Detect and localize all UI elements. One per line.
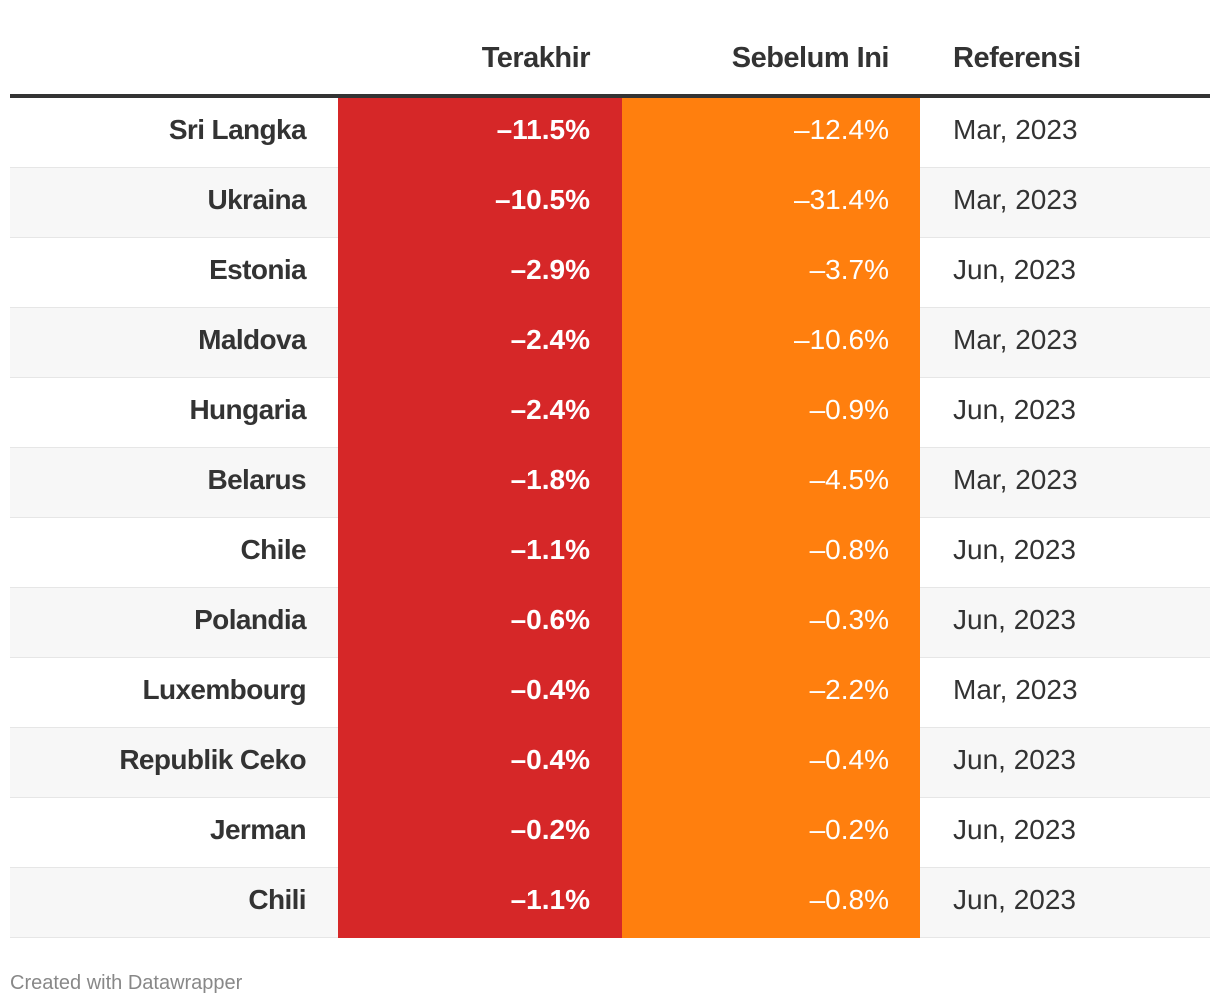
cell-referensi: Jun, 2023 xyxy=(953,814,1076,845)
cell-terakhir: –0.4% xyxy=(338,658,622,728)
cell-referensi: Mar, 2023 xyxy=(953,324,1078,355)
table-row: Chili –1.1% –0.8% Jun, 2023 xyxy=(10,868,1210,938)
table-row: Chile –1.1% –0.8% Jun, 2023 xyxy=(10,518,1210,588)
cell-referensi: Mar, 2023 xyxy=(953,184,1078,215)
cell-terakhir: –0.2% xyxy=(338,798,622,868)
table-body: Sri Langka –11.5% –12.4% Mar, 2023 Ukraina –1… xyxy=(10,98,1210,938)
table-row: Polandia –0.6% –0.3% Jun, 2023 xyxy=(10,588,1210,658)
row-country-label: Sri Langka xyxy=(168,114,307,145)
cell-sebelum-ini: –0.4% xyxy=(622,728,920,798)
cell-referensi: Jun, 2023 xyxy=(953,604,1076,635)
cell-terakhir: –1.1% xyxy=(338,518,622,588)
table-row: Maldova –2.4% –10.6% Mar, 2023 xyxy=(10,308,1210,378)
row-country-label: Belarus xyxy=(207,464,306,495)
data-table: Terakhir Sebelum Ini Referensi Sri Langk… xyxy=(10,0,1210,938)
table-row: Luxembourg –0.4% –2.2% Mar, 2023 xyxy=(10,658,1210,728)
cell-terakhir: –0.6% xyxy=(338,588,622,658)
row-country-label: Republik Ceko xyxy=(119,744,306,775)
cell-sebelum-ini: –10.6% xyxy=(622,308,920,378)
cell-sebelum-ini: –3.7% xyxy=(622,238,920,308)
row-country-label: Chile xyxy=(240,534,307,565)
row-country-label: Ukraina xyxy=(207,184,306,215)
cell-referensi: Jun, 2023 xyxy=(953,254,1076,285)
cell-terakhir: –0.4% xyxy=(338,728,622,798)
cell-referensi: Jun, 2023 xyxy=(953,884,1076,915)
row-country-label: Chili xyxy=(248,884,306,915)
row-country-label: Hungaria xyxy=(189,394,306,425)
cell-referensi: Mar, 2023 xyxy=(953,114,1078,145)
cell-referensi: Jun, 2023 xyxy=(953,534,1076,565)
cell-sebelum-ini: –31.4% xyxy=(622,168,920,238)
cell-sebelum-ini: –0.8% xyxy=(622,518,920,588)
cell-terakhir: –10.5% xyxy=(338,168,622,238)
row-country-label: Polandia xyxy=(194,604,306,635)
cell-referensi: Jun, 2023 xyxy=(953,394,1076,425)
table-row: Hungaria –2.4% –0.9% Jun, 2023 xyxy=(10,378,1210,448)
header-sebelum-ini[interactable]: Sebelum Ini xyxy=(731,42,890,74)
row-country-label: Estonia xyxy=(209,254,307,285)
table-row: Republik Ceko –0.4% –0.4% Jun, 2023 xyxy=(10,728,1210,798)
cell-referensi: Jun, 2023 xyxy=(953,744,1076,775)
table-row: Sri Langka –11.5% –12.4% Mar, 2023 xyxy=(10,98,1210,168)
table-header: Terakhir Sebelum Ini Referensi xyxy=(10,0,1210,98)
table-row: Estonia –2.9% –3.7% Jun, 2023 xyxy=(10,238,1210,308)
cell-sebelum-ini: –0.9% xyxy=(622,378,920,448)
header-referensi[interactable]: Referensi xyxy=(953,42,1081,74)
table-row: Jerman –0.2% –0.2% Jun, 2023 xyxy=(10,798,1210,868)
row-country-label: Jerman xyxy=(209,814,307,845)
cell-sebelum-ini: –0.3% xyxy=(622,588,920,658)
table-row: Ukraina –10.5% –31.4% Mar, 2023 xyxy=(10,168,1210,238)
footer-credit: Created with Datawrapper xyxy=(10,972,243,994)
cell-sebelum-ini: –4.5% xyxy=(622,448,920,518)
cell-terakhir: –1.1% xyxy=(338,868,622,938)
cell-sebelum-ini: –0.8% xyxy=(622,868,920,938)
cell-sebelum-ini: –2.2% xyxy=(622,658,920,728)
cell-terakhir: –1.8% xyxy=(338,448,622,518)
row-country-label: Maldova xyxy=(198,324,306,355)
cell-sebelum-ini: –0.2% xyxy=(622,798,920,868)
cell-terakhir: –2.4% xyxy=(338,378,622,448)
cell-referensi: Mar, 2023 xyxy=(953,674,1078,705)
table-row: Belarus –1.8% –4.5% Mar, 2023 xyxy=(10,448,1210,518)
cell-terakhir: –2.9% xyxy=(338,238,622,308)
cell-sebelum-ini: –12.4% xyxy=(622,98,920,168)
cell-referensi: Mar, 2023 xyxy=(953,464,1078,495)
header-terakhir[interactable]: Terakhir xyxy=(481,42,591,74)
cell-terakhir: –11.5% xyxy=(338,98,622,168)
cell-terakhir: –2.4% xyxy=(338,308,622,378)
row-country-label: Luxembourg xyxy=(142,674,306,705)
